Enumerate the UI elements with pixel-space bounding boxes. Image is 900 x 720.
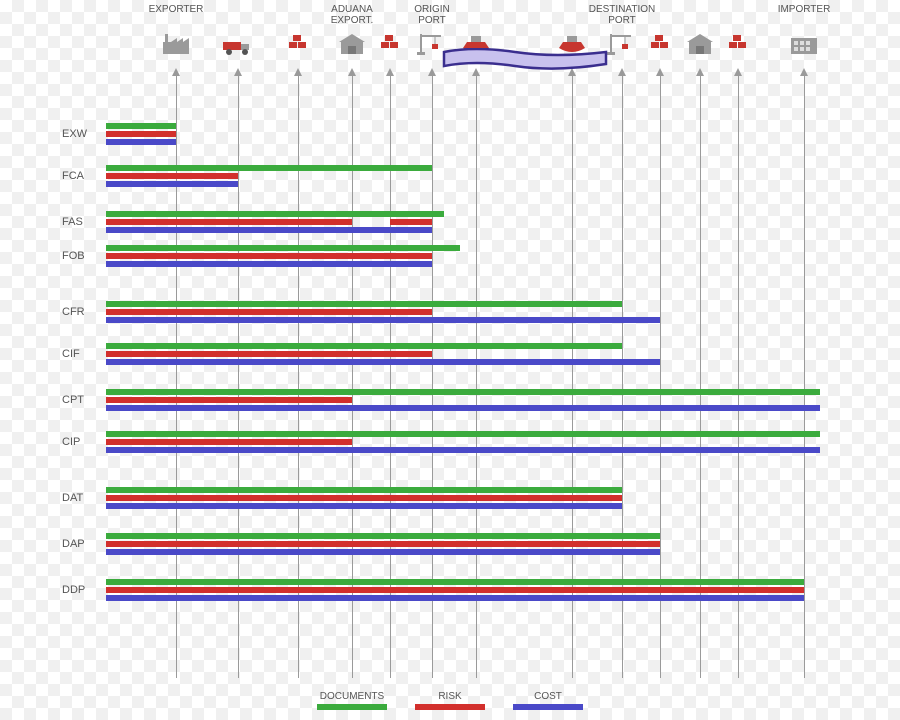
- bar-DAP-documents: [106, 533, 660, 539]
- bar-FAS-documents-extra: [390, 211, 432, 217]
- legend-label-documents: DOCUMENTS: [317, 691, 387, 702]
- bar-CPT-risk: [106, 397, 352, 403]
- bar-CIF-risk: [106, 351, 432, 357]
- bar-CPT-cost: [106, 405, 820, 411]
- column-header-dest_port: DESTINATION PORT: [582, 4, 662, 26]
- bar-FOB-risk: [106, 253, 432, 259]
- bar-CIF-documents: [106, 343, 622, 349]
- column-header-aduana_exp: ADUANA EXPORT.: [312, 4, 392, 26]
- bar-FAS-risk-extra: [390, 219, 432, 225]
- bar-DDP-documents: [106, 579, 804, 585]
- legend-label-risk: RISK: [415, 691, 485, 702]
- bar-CPT-documents: [106, 389, 820, 395]
- containers-icon: [643, 30, 677, 61]
- bar-EXW-cost: [106, 139, 176, 145]
- factory-icon: [159, 30, 193, 61]
- bar-FOB-cost: [106, 261, 432, 267]
- row-label-cif: CIF: [62, 348, 80, 360]
- bar-DAT-documents: [106, 487, 622, 493]
- bar-CFR-risk: [106, 309, 432, 315]
- bar-CFR-documents: [106, 301, 622, 307]
- warehouse-icon: [335, 30, 369, 61]
- bar-DAT-cost: [106, 503, 622, 509]
- row-label-fob: FOB: [62, 250, 85, 262]
- warehouse-icon: [683, 30, 717, 61]
- column-header-origin_port: ORIGIN PORT: [392, 4, 472, 26]
- bar-FCA-risk: [106, 173, 238, 179]
- bar-CIP-risk: [106, 439, 352, 445]
- row-label-cpt: CPT: [62, 394, 84, 406]
- incoterms-diagram: EXPORTER ADUANA EXPORT.ORIGIN PORT DESTINA…: [0, 0, 900, 720]
- legend-item-risk: RISK: [415, 691, 485, 710]
- bar-EXW-documents: [106, 123, 176, 129]
- legend-swatch-risk: [415, 704, 485, 710]
- bar-FCA-cost: [106, 181, 238, 187]
- bar-FAS-cost: [106, 227, 432, 233]
- row-label-fas: FAS: [62, 216, 83, 228]
- bar-CIP-cost: [106, 447, 820, 453]
- containers-icon: [373, 30, 407, 61]
- ocean-band: [434, 48, 616, 74]
- bar-CIF-cost: [106, 359, 660, 365]
- row-label-ddp: DDP: [62, 584, 85, 596]
- bar-EXW-risk: [106, 131, 176, 137]
- row-label-dap: DAP: [62, 538, 85, 550]
- office-icon: [787, 30, 821, 61]
- bar-DDP-cost: [106, 595, 804, 601]
- bar-FCA-documents: [106, 165, 432, 171]
- legend-item-documents: DOCUMENTS: [317, 691, 387, 710]
- column-header-importer: IMPORTER: [764, 4, 844, 15]
- bar-FOB-documents: [106, 245, 460, 251]
- row-label-cip: CIP: [62, 436, 80, 448]
- row-label-dat: DAT: [62, 492, 83, 504]
- bar-DAT-risk: [106, 495, 622, 501]
- vline-importer: [804, 76, 805, 678]
- legend-swatch-cost: [513, 704, 583, 710]
- legend-item-cost: COST: [513, 691, 583, 710]
- truck-icon: [221, 30, 255, 61]
- bar-DDP-risk: [106, 587, 804, 593]
- bar-FAS-risk: [106, 219, 352, 225]
- row-label-exw: EXW: [62, 128, 87, 140]
- bar-CFR-cost: [106, 317, 660, 323]
- containers-icon: [721, 30, 755, 61]
- legend-swatch-documents: [317, 704, 387, 710]
- legend: DOCUMENTS RISK COST: [0, 691, 900, 710]
- bar-DAP-risk: [106, 541, 660, 547]
- row-label-cfr: CFR: [62, 306, 85, 318]
- containers-icon: [281, 30, 315, 61]
- row-label-fca: FCA: [62, 170, 84, 182]
- bar-DAP-cost: [106, 549, 660, 555]
- bar-CIP-documents: [106, 431, 820, 437]
- column-header-exporter: EXPORTER: [136, 4, 216, 15]
- legend-label-cost: COST: [513, 691, 583, 702]
